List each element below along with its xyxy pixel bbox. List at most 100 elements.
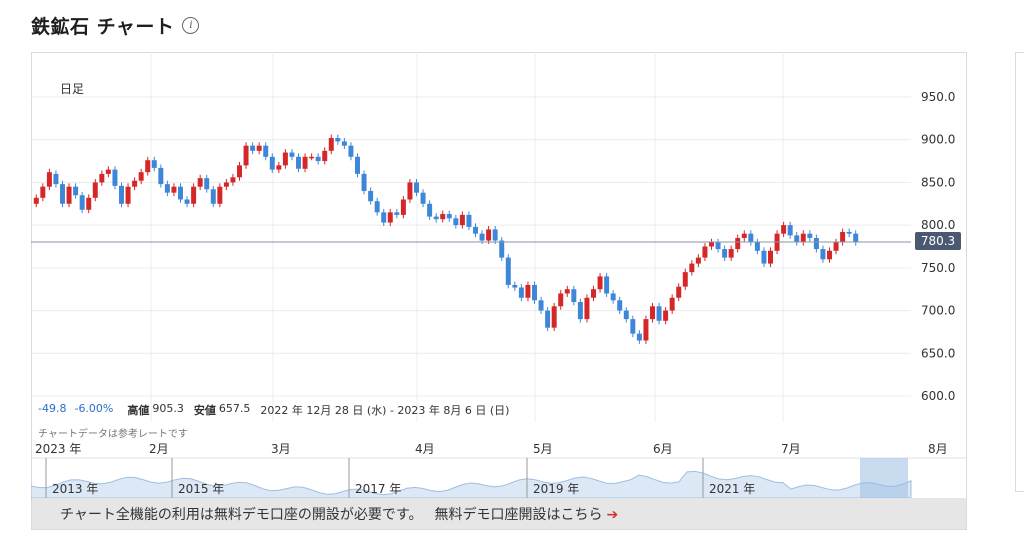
banner-link-text[interactable]: 無料デモ口座開設はこちら [434,506,603,523]
candle-body [512,284,518,288]
candle-body [99,173,105,183]
candle-body [682,272,688,287]
candle-body [820,249,826,260]
banner-message: チャート全機能の利用は無料デモ口座の開設が必要です。 [60,506,423,523]
candle-body [741,233,747,238]
candle-body [132,180,138,187]
candle-body [486,229,492,241]
navigator-area [31,470,912,499]
candle-body [400,199,406,215]
candle-body [53,173,59,185]
candle-body [420,192,426,204]
candle-body [151,160,157,168]
candle-body [676,286,682,298]
candle-body [289,152,295,157]
candle-body [309,156,315,159]
x-tick-label: 2月 [149,442,169,456]
navigator-year-label: 2013 年 [52,482,98,496]
x-axis: 2023 年 2月 3月 4月 5月 6月 7月 8月 [35,442,948,456]
candle-body [250,145,256,151]
candle-body [66,186,72,204]
candle-body [263,145,269,157]
candle-body [761,250,767,264]
candle-body [394,212,400,215]
info-icon[interactable]: i [182,16,200,34]
x-tick-label: 2023 年 [35,442,81,456]
y-tick-label: 750.0 [921,261,955,275]
candle-body [282,152,288,166]
candle-body [381,212,387,223]
candle-body [728,249,734,258]
candle-body [328,138,334,151]
candle-body [768,250,773,264]
x-tick-label: 5月 [533,442,553,456]
y-tick-label: 800.0 [921,218,955,232]
x-tick-label: 7月 [781,442,801,456]
candle-body [178,186,183,200]
candle-body [223,182,229,187]
candle-body [591,289,596,298]
candle-body [40,186,46,198]
current-price-tag: 780.3 [915,232,961,250]
x-tick-label: 3月 [271,442,291,456]
candle-body [643,319,649,341]
x-tick-label: 8月 [928,442,948,456]
candle-body [276,165,282,170]
candle-body [230,177,236,183]
candle-body [105,169,111,174]
change-percent: -6.00% [74,402,114,415]
period-label: 日足 [60,82,85,96]
candle-body [623,310,629,320]
candle-body [191,186,197,204]
candle-body [60,184,65,204]
candle-body [119,185,124,204]
candle-body [492,229,498,241]
candle-body [361,173,367,191]
candle-body [210,189,216,204]
page-title: 鉄鉱石 チャート i [31,10,200,40]
candle-body [545,310,551,328]
chart-title: 鉄鉱石 チャート [31,15,175,38]
candle-body [387,212,393,223]
candle-body [302,156,308,169]
price-chart[interactable]: 950.0 900.0 850.0 800.0 750.0 700.0 650.0 600.0… [31,52,967,530]
navigator-year-label: 2021 年 [709,482,755,496]
navigator-selection [860,458,908,498]
candle-body [715,242,721,250]
candle-body [617,300,623,311]
candle-body [79,195,85,210]
candle-body [525,284,531,298]
candle-body [787,225,793,236]
candle-body [846,231,852,234]
candle-body [479,233,485,241]
candle-body [171,186,177,193]
candle-body [630,319,636,334]
arrow-right-icon: ➔ [606,506,619,523]
disclaimer-note: チャートデータは参考レートです [38,429,188,440]
candle-body [636,333,642,341]
candle-body [335,138,341,142]
candle-body [505,257,511,285]
candle-body [446,214,452,219]
demo-account-banner: チャート全機能の利用は無料デモ口座の開設が必要です。 無料デモ口座開設はこちら ➔ [32,498,966,529]
side-panel [1015,52,1024,492]
candle-body [702,246,708,258]
candle-body [807,233,813,238]
y-tick-label: 650.0 [921,346,955,360]
candle-body [781,225,787,234]
candle-body [197,178,203,187]
candle-body [46,172,52,187]
candle-body [407,182,413,200]
navigator-year-label: 2017 年 [355,482,401,496]
high-value: 905.3 [152,402,184,415]
demo-account-link[interactable]: 無料デモ口座開設はこちら ➔ [434,504,618,524]
candle-body [453,218,459,226]
candle-body [355,156,360,174]
candle-body [577,302,583,320]
candle-body [840,231,846,243]
candle-body [754,242,760,251]
x-tick-label: 6月 [653,442,673,456]
candle-body [499,240,505,258]
candle-body [551,306,557,328]
candle-body [532,284,537,301]
